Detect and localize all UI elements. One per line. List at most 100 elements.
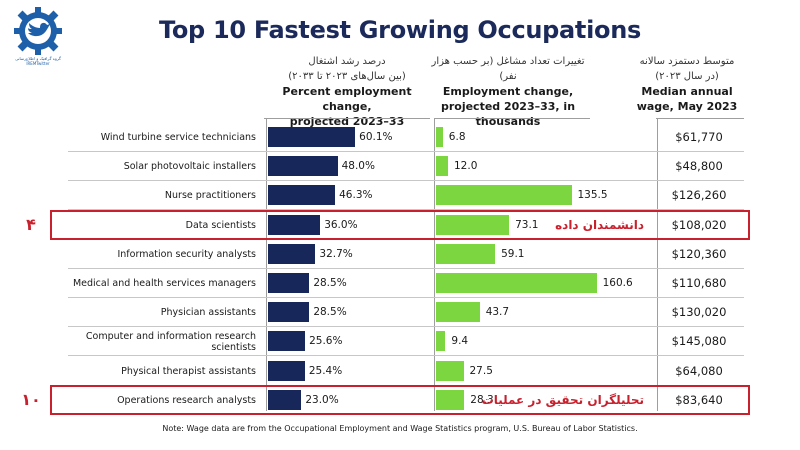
- percent-change-label: 60.1%: [359, 131, 393, 143]
- highlight-rank-number: ۴: [26, 214, 36, 234]
- table-row: Nurse practitioners 46.3% 135.5 $126,260: [68, 181, 744, 211]
- persian-occupation-annotation: دانشمندان داده: [555, 217, 644, 232]
- percent-change-bar: [268, 156, 338, 177]
- occupation-label: Computer and information research scient…: [85, 330, 256, 353]
- wage-header-fa-2: (در سال ۲۰۲۳): [655, 71, 719, 82]
- occupation-label: Medical and health services managers: [72, 278, 256, 289]
- employment-column-divider: [434, 118, 435, 411]
- percent-column-header: درصد رشد اشتغال (بین سال‌های ۲۰۲۳ تا ۲۰۳…: [262, 54, 432, 129]
- employment-header-en-1: Employment change,: [442, 85, 574, 98]
- percent-change-label: 32.7%: [319, 247, 353, 260]
- percent-change-label: 36.0%: [324, 218, 358, 231]
- occupation-label: Operations research analysts: [117, 394, 256, 406]
- occupation-label: Physician assistants: [160, 307, 256, 319]
- percent-change-bar: [268, 243, 316, 264]
- employment-change-label: 59.1: [501, 247, 525, 260]
- percent-change-label: 28.5%: [313, 306, 347, 319]
- wage-header-rule: [656, 118, 744, 119]
- percent-change-bar: [268, 185, 336, 206]
- row-divider: [68, 180, 744, 182]
- employment-change-label: 27.5: [469, 364, 493, 377]
- row-divider: [68, 267, 744, 269]
- employment-change-label: 9.4: [451, 335, 469, 348]
- employment-header-en-2: projected 2023–33, in: [440, 100, 576, 113]
- table-row: Physical therapist assistants 25.4% 27.5 $6…: [68, 357, 744, 386]
- employment-header-fa-1: تغییرات تعداد مشاغل (بر حسب هزار نفر): [431, 56, 585, 82]
- median-wage-value: $61,770: [675, 130, 723, 144]
- percent-change-label: 23.0%: [305, 393, 339, 406]
- wage-header-en-2: wage, May 2023: [636, 100, 738, 113]
- logo: گروه گرافیک و اطلاع‌رسانی IREMTwitter: [8, 4, 68, 70]
- percent-change-bar: [268, 331, 306, 352]
- occupation-label: Wind turbine service technicians: [100, 132, 256, 143]
- row-divider: [68, 355, 744, 357]
- median-wage-value: $120,360: [671, 246, 727, 261]
- employment-change-bar: [436, 331, 446, 352]
- percent-change-bar: [268, 302, 310, 323]
- employment-change-bar: [436, 302, 480, 323]
- employment-change-label: 6.8: [448, 131, 466, 143]
- median-wage-value: $48,800: [675, 159, 723, 174]
- chart-title: Top 10 Fastest Growing Occupations: [158, 16, 641, 44]
- percent-change-bar: [268, 127, 356, 147]
- wage-header-fa-1: متوسط دستمزد سالانه: [639, 56, 735, 67]
- percent-change-label: 48.0%: [341, 160, 375, 173]
- persian-occupation-annotation: تحلیلگران تحقیق در عملیات: [481, 392, 644, 407]
- employment-change-bar: [436, 360, 464, 381]
- employment-change-bar: [436, 127, 443, 147]
- gear-bird-logo-icon: [14, 7, 62, 55]
- percent-change-bar: [268, 214, 321, 235]
- employment-change-bar: [436, 185, 572, 206]
- percent-change-label: 25.6%: [309, 335, 343, 348]
- occupation-label: Information security analysts: [117, 248, 256, 260]
- median-wage-value: $130,020: [671, 305, 727, 320]
- percent-header-rule: [264, 118, 430, 119]
- percent-header-en-1: Percent employment change,: [282, 85, 412, 113]
- row-divider: [68, 297, 744, 298]
- highlight-rank-number: ۱۰: [21, 389, 41, 409]
- occupation-label: Physical therapist assistants: [121, 365, 256, 377]
- table-row: Medical and health services managers 28.5…: [68, 269, 744, 298]
- employment-change-bar: [436, 389, 465, 410]
- percent-header-fa-2: (بین سال‌های ۲۰۲۳ تا ۲۰۳۳): [288, 71, 406, 82]
- percent-change-bar: [268, 389, 302, 410]
- occupation-label: Data scientists: [185, 219, 256, 231]
- employment-change-bar: [436, 214, 510, 235]
- employment-change-label: 28.3: [470, 393, 494, 406]
- table-row: Wind turbine service technicians 60.1% 6.8…: [68, 123, 744, 152]
- median-wage-value: $126,260: [671, 188, 727, 203]
- occupation-label: Nurse practitioners: [164, 190, 256, 202]
- employment-change-label: 12.0: [454, 160, 478, 173]
- employment-change-label: 43.7: [485, 306, 510, 319]
- table-row: Solar photovoltaic installers 48.0% 12.0 $4…: [68, 152, 744, 182]
- percent-header-fa-1: درصد رشد اشتغال: [308, 56, 386, 67]
- logo-caption: گروه گرافیک و اطلاع‌رسانی IREMTwitter: [15, 56, 61, 66]
- table-row: Computer and information research scient…: [68, 327, 744, 357]
- median-wage-value: $110,680: [671, 276, 727, 290]
- row-divider: [68, 326, 744, 328]
- percent-change-bar: [268, 273, 310, 293]
- wage-column-header: متوسط دستمزد سالانه (در سال ۲۰۲۳) Median…: [622, 54, 752, 114]
- median-wage-value: $83,640: [675, 392, 723, 407]
- employment-change-bar: [436, 156, 448, 177]
- wage-header-en-1: Median annual: [641, 85, 733, 98]
- median-wage-value: $108,020: [671, 217, 727, 232]
- wage-column-divider: [657, 118, 658, 411]
- employment-change-label: 73.1: [515, 218, 539, 231]
- percent-column-divider: [266, 118, 267, 411]
- employment-change-bar: [436, 273, 597, 293]
- percent-change-label: 28.5%: [313, 277, 347, 289]
- table-row: Physician assistants 28.5% 43.7 $130,020: [68, 298, 744, 328]
- table-row: Information security analysts 32.7% 59.1 $1…: [68, 240, 744, 269]
- median-wage-value: $64,080: [675, 363, 723, 378]
- percent-change-bar: [268, 360, 305, 381]
- footnote: Note: Wage data are from the Occupationa…: [162, 424, 638, 433]
- highlight-box: [50, 384, 750, 415]
- employment-header-rule: [434, 118, 590, 119]
- percent-change-label: 25.4%: [308, 364, 343, 377]
- employment-change-label: 135.5: [577, 189, 608, 202]
- employment-change-bar: [436, 243, 496, 264]
- median-wage-value: $145,080: [671, 334, 727, 349]
- row-divider: [68, 151, 744, 152]
- occupation-label: Solar photovoltaic installers: [123, 161, 256, 173]
